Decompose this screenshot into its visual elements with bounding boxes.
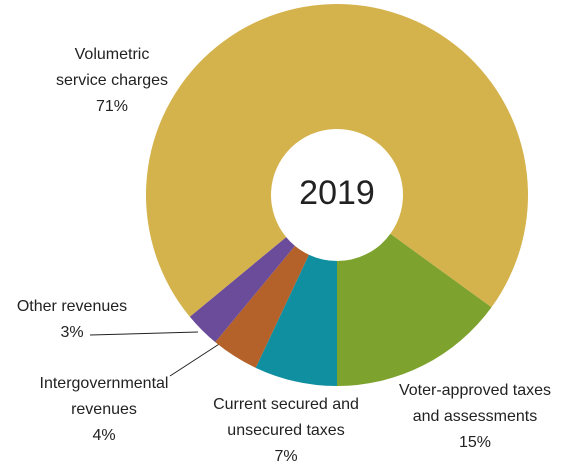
slice (146, 4, 528, 317)
slice-label: unsecured taxes (227, 422, 344, 439)
slice (337, 233, 492, 386)
value-label: 71% (96, 98, 128, 115)
value-label: 15% (459, 434, 491, 451)
slice (215, 245, 309, 368)
slice-label: and assessments (413, 408, 538, 425)
slice-label: Voter-approved taxes (399, 382, 551, 399)
value-label: 7% (274, 448, 297, 465)
slice (189, 237, 295, 343)
slice-label: Volumetric (75, 46, 150, 63)
center-title: 2019 (299, 174, 375, 212)
slice-label: service charges (56, 72, 168, 89)
value-label: 3% (60, 324, 83, 341)
value-label: 4% (92, 427, 115, 444)
slice-label: Other revenues (17, 298, 127, 315)
leader-line (89, 331, 199, 336)
slice (255, 254, 337, 386)
slice-label: Intergovernmental (40, 375, 169, 392)
slice-label: revenues (71, 401, 137, 418)
slice-label: Current secured and (213, 396, 359, 413)
